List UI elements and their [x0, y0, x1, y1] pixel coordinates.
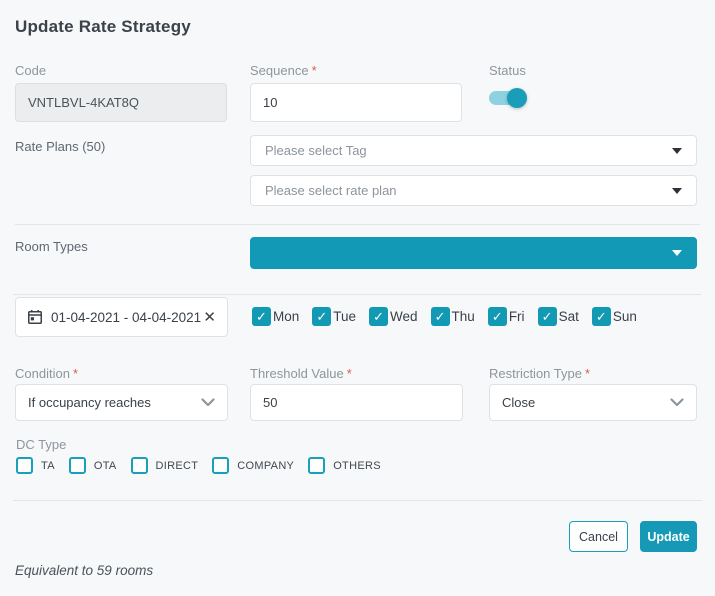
- room-types-label: Room Types: [15, 239, 88, 254]
- threshold-field[interactable]: [250, 384, 463, 421]
- footer-divider: [13, 500, 702, 501]
- checked-checkbox-icon: ✓: [488, 307, 507, 326]
- restriction-type-label: Restriction Type*: [489, 366, 590, 381]
- unchecked-checkbox-icon: [69, 457, 86, 474]
- unchecked-checkbox-icon: [16, 457, 33, 474]
- dc-option-label: OTA: [94, 460, 117, 472]
- dropdown-caret-icon: [672, 188, 682, 194]
- checked-checkbox-icon: ✓: [312, 307, 331, 326]
- code-label: Code: [15, 63, 46, 78]
- day-checkbox-sun[interactable]: ✓ Sun: [592, 307, 637, 326]
- cancel-button[interactable]: Cancel: [569, 521, 628, 552]
- day-label: Sat: [559, 309, 579, 324]
- status-toggle[interactable]: [489, 87, 527, 109]
- day-label: Fri: [509, 309, 525, 324]
- unchecked-checkbox-icon: [131, 457, 148, 474]
- required-asterisk: *: [312, 63, 317, 78]
- dc-option-label: TA: [41, 460, 55, 472]
- code-field: [15, 83, 227, 122]
- required-asterisk: *: [585, 366, 590, 381]
- day-checkbox-sat[interactable]: ✓ Sat: [538, 307, 579, 326]
- dc-option-label: DIRECT: [156, 460, 199, 472]
- rate-plans-label: Rate Plans (50): [15, 139, 105, 154]
- chevron-down-icon: [670, 398, 684, 407]
- clear-date-icon[interactable]: ✕: [203, 310, 216, 325]
- unchecked-checkbox-icon: [212, 457, 229, 474]
- equivalent-rooms-note: Equivalent to 59 rooms: [15, 563, 153, 578]
- rate-plan-select[interactable]: Please select rate plan: [250, 175, 697, 206]
- dc-option-label: COMPANY: [237, 460, 294, 472]
- day-checkbox-mon[interactable]: ✓ Mon: [252, 307, 299, 326]
- checked-checkbox-icon: ✓: [592, 307, 611, 326]
- dc-checkbox-ota[interactable]: OTA: [69, 457, 117, 474]
- dropdown-caret-icon: [672, 250, 682, 256]
- condition-label: Condition*: [15, 366, 78, 381]
- day-label: Wed: [390, 309, 418, 324]
- tag-select-placeholder: Please select Tag: [265, 143, 367, 158]
- restriction-type-select[interactable]: Close: [489, 384, 697, 421]
- condition-select[interactable]: If occupancy reaches: [15, 384, 228, 421]
- dropdown-caret-icon: [672, 148, 682, 154]
- dc-type-checkbox-group: TA OTA DIRECT COMPANY OTHERS: [16, 457, 381, 474]
- checked-checkbox-icon: ✓: [431, 307, 450, 326]
- section-divider: [13, 294, 701, 295]
- calendar-icon[interactable]: [27, 309, 43, 325]
- day-checkbox-thu[interactable]: ✓ Thu: [431, 307, 475, 326]
- required-asterisk: *: [347, 366, 352, 381]
- days-checkbox-group: ✓ Mon ✓ Tue ✓ Wed ✓ Thu ✓ Fri ✓ Sat ✓ Su…: [252, 307, 637, 326]
- update-button[interactable]: Update: [640, 521, 697, 552]
- dc-checkbox-direct[interactable]: DIRECT: [131, 457, 199, 474]
- checked-checkbox-icon: ✓: [252, 307, 271, 326]
- condition-select-value: If occupancy reaches: [28, 395, 151, 410]
- day-checkbox-fri[interactable]: ✓ Fri: [488, 307, 525, 326]
- toggle-thumb-icon: [507, 88, 527, 108]
- threshold-label: Threshold Value*: [250, 366, 352, 381]
- day-label: Thu: [452, 309, 475, 324]
- chevron-down-icon: [201, 398, 215, 407]
- section-divider: [15, 224, 700, 225]
- dc-checkbox-company[interactable]: COMPANY: [212, 457, 294, 474]
- room-types-select[interactable]: [250, 237, 697, 269]
- checked-checkbox-icon: ✓: [369, 307, 388, 326]
- page-title: Update Rate Strategy: [15, 17, 191, 37]
- unchecked-checkbox-icon: [308, 457, 325, 474]
- dc-option-label: OTHERS: [333, 460, 381, 472]
- sequence-field[interactable]: [250, 83, 462, 122]
- status-label: Status: [489, 63, 526, 78]
- day-label: Tue: [333, 309, 356, 324]
- date-range-field[interactable]: ✕: [15, 297, 228, 337]
- day-checkbox-tue[interactable]: ✓ Tue: [312, 307, 356, 326]
- day-label: Mon: [273, 309, 299, 324]
- dc-checkbox-ta[interactable]: TA: [16, 457, 55, 474]
- dc-checkbox-others[interactable]: OTHERS: [308, 457, 381, 474]
- rate-plan-select-placeholder: Please select rate plan: [265, 183, 397, 198]
- required-asterisk: *: [73, 366, 78, 381]
- day-checkbox-wed[interactable]: ✓ Wed: [369, 307, 418, 326]
- date-range-input[interactable]: [51, 310, 203, 325]
- tag-select[interactable]: Please select Tag: [250, 135, 697, 166]
- dc-type-label: DC Type: [16, 437, 66, 452]
- checked-checkbox-icon: ✓: [538, 307, 557, 326]
- sequence-label: Sequence*: [250, 63, 317, 78]
- day-label: Sun: [613, 309, 637, 324]
- restriction-type-select-value: Close: [502, 395, 535, 410]
